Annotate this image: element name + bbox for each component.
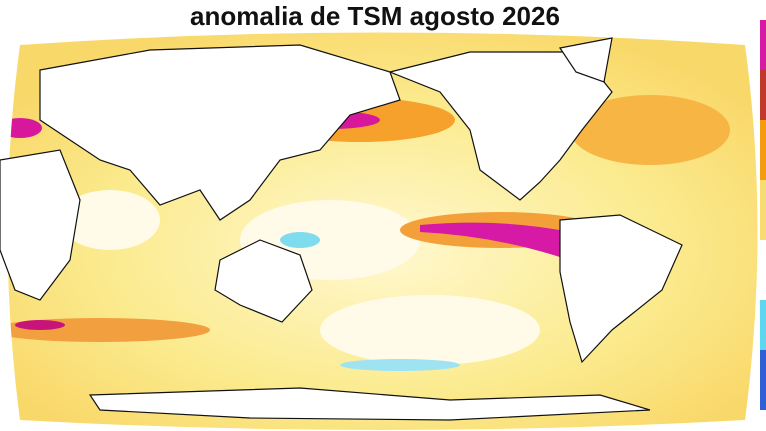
hot-patch [15, 320, 65, 330]
cool-patch [280, 232, 320, 248]
color-scale [760, 20, 766, 410]
scale-step [760, 300, 766, 350]
neutral-patch [60, 190, 160, 250]
map-title: anomalia de TSM agosto 2026 [190, 1, 560, 31]
africa [0, 149, 81, 301]
scale-step [760, 20, 766, 70]
scale-step [760, 120, 766, 180]
north-america [388, 51, 613, 201]
scale-step [760, 180, 766, 240]
eurasia [39, 44, 401, 221]
cool-patch [340, 359, 460, 371]
hot-patch [7, 118, 42, 138]
warm-patch [570, 95, 730, 165]
australia [214, 239, 313, 323]
greenland [558, 37, 613, 83]
south-america [559, 214, 683, 364]
scale-step [760, 70, 766, 120]
landmasses [0, 37, 683, 421]
el-nino-tongue [420, 222, 590, 262]
neutral-patch [320, 295, 540, 365]
scale-step [760, 240, 766, 300]
antarctica [88, 387, 651, 421]
scale-step [760, 350, 766, 410]
